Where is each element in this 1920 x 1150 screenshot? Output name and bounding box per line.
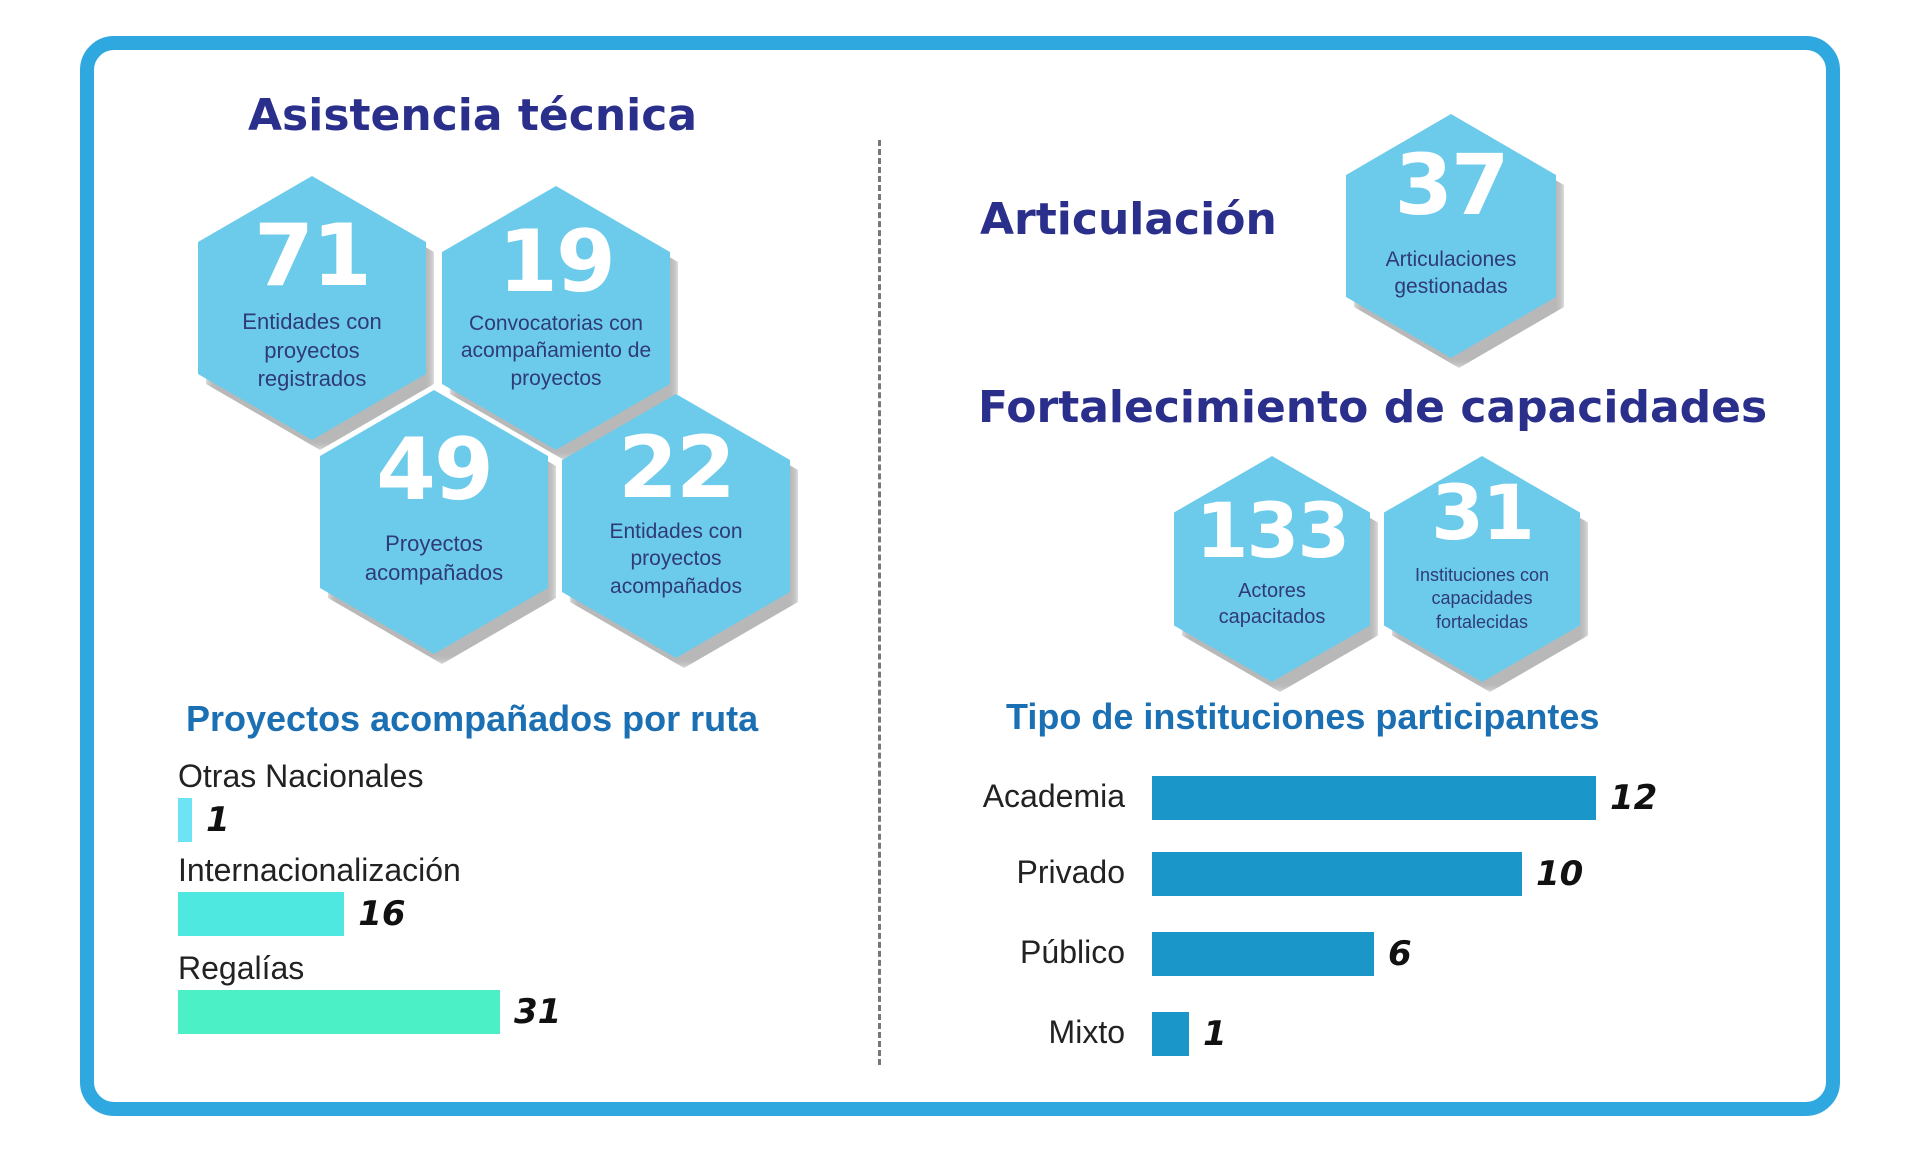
section-divider	[878, 140, 881, 1065]
fortalecimiento-title: Fortalecimiento de capacidades	[978, 382, 1768, 433]
stat-hexagon-convocatorias: 19 Convocatorias con acompañamiento de proy…	[442, 186, 670, 450]
stat-label: Actores capacitados	[1190, 578, 1355, 630]
stat-label-line: capacidades	[1431, 588, 1533, 609]
stat-label: Entidades con proyectos acompañados	[580, 518, 772, 600]
bar-value-label: 31	[514, 992, 562, 1032]
ruta-chart-title: Proyectos acompañados por ruta	[186, 698, 759, 739]
bar-category-label: Privado	[1016, 854, 1126, 890]
stat-label-line: acompañados	[610, 574, 742, 598]
stat-label-line: fortalecidas	[1435, 611, 1529, 632]
stat-label-line: proyectos	[630, 547, 722, 571]
bar-value-label: 1	[1203, 1014, 1227, 1054]
stat-value: 19	[498, 212, 616, 312]
stat-label: Entidades con proyectos registrados	[216, 308, 408, 394]
bar-value-label: 16	[358, 894, 406, 934]
bar	[1152, 852, 1522, 896]
stat-label-line: proyectos	[264, 337, 360, 363]
stat-value: 71	[254, 206, 372, 306]
stat-label-line: Instituciones con	[1414, 565, 1550, 585]
stat-label-line: proyectos	[510, 366, 602, 390]
stat-label: Convocatorias con acompañamiento de proyec…	[460, 310, 652, 392]
stat-label-line: acompañamiento de	[460, 339, 652, 363]
bar	[178, 892, 345, 936]
bar	[178, 990, 500, 1034]
stat-label-line: Convocatorias con	[469, 312, 643, 335]
stat-label-line: gestionadas	[1394, 275, 1508, 299]
tipo-chart-title: Tipo de instituciones participantes	[1006, 696, 1600, 737]
stat-label: Proyectos acompañados	[338, 530, 530, 587]
stat-label-line: acompañados	[364, 559, 504, 585]
stat-label-line: registrados	[257, 366, 367, 392]
stat-label-line: Actores	[1238, 580, 1306, 602]
bar-value-label: 6	[1388, 934, 1412, 974]
stat-label-line: Entidades con	[242, 309, 382, 334]
asistencia-title: Asistencia técnica	[248, 90, 698, 141]
stat-label: Instituciones con capacidades fortalecidas	[1400, 564, 1565, 634]
bar	[178, 798, 192, 842]
stat-value: 133	[1195, 486, 1351, 575]
stat-hexagon-entidades-acompanados: 22 Entidades con proyectos acompañados	[562, 394, 790, 658]
stat-label-line: Entidades con	[609, 520, 743, 543]
bar	[1152, 1012, 1189, 1056]
stat-hexagon-proyectos-acompanados: 49 Proyectos acompañados	[320, 390, 548, 654]
bar-category-label: Otras Nacionales	[178, 758, 424, 794]
bar-value-label: 12	[1610, 778, 1658, 818]
stat-label-line: Articulaciones	[1385, 248, 1517, 271]
stat-label-line: capacitados	[1218, 606, 1326, 628]
articulacion-title: Articulación	[980, 194, 1277, 245]
stat-value: 31	[1431, 468, 1535, 557]
stat-label: Articulaciones gestionadas	[1363, 246, 1539, 301]
bar-category-label: Academia	[982, 778, 1125, 814]
bar-value-label: 1	[206, 800, 230, 840]
bar	[1152, 776, 1596, 820]
bar-category-label: Internacionalización	[178, 852, 461, 888]
stat-value: 49	[376, 420, 494, 520]
stat-value: 37	[1394, 136, 1510, 234]
stat-label-line: Proyectos	[385, 531, 483, 556]
bar-category-label: Regalías	[178, 950, 305, 986]
stat-hexagon-entidades-registrados: 71 Entidades con proyectos registrados	[198, 176, 426, 440]
bar-category-label: Público	[1020, 934, 1125, 970]
stat-value: 22	[618, 418, 736, 518]
bar-category-label: Mixto	[1048, 1014, 1125, 1050]
bar-value-label: 10	[1536, 854, 1584, 894]
bar	[1152, 932, 1374, 976]
